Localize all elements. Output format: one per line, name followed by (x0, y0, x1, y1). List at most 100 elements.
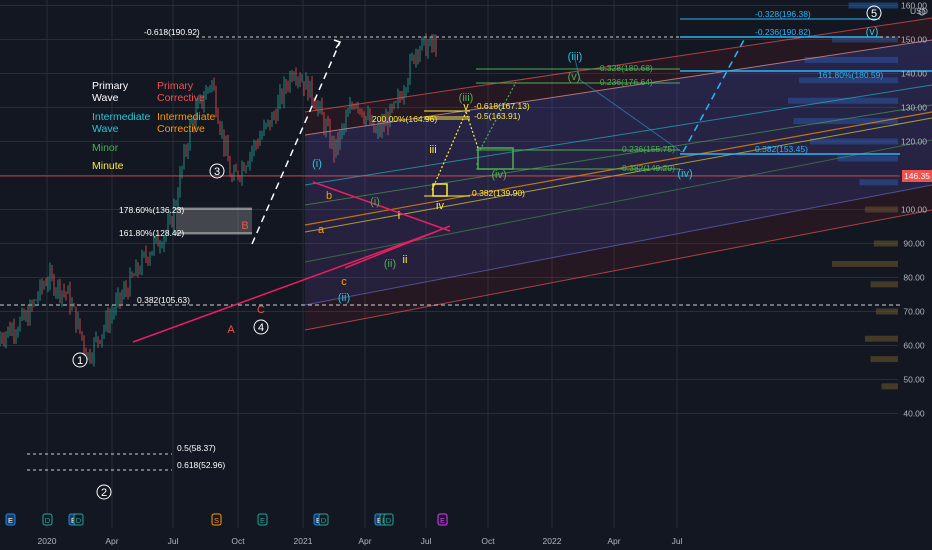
wave-label-intermediate-iii: (iii) (568, 51, 583, 63)
projection-arrows (333, 39, 342, 49)
volume-profile-bar (832, 36, 898, 43)
wave-label-primary-1: 1 (72, 352, 88, 368)
volume-profile-bar (876, 308, 898, 315)
wave-label-minute-v: v (463, 101, 469, 113)
y-tick-label: 80.00 (903, 273, 925, 283)
fib-label-minor-c: 0.236(155.75) (622, 144, 675, 154)
wave-label-minor-b: b (326, 190, 332, 202)
y-tick-label: 40.00 (903, 409, 925, 419)
wave-label-intermediate-v: (v) (866, 26, 879, 38)
volume-profile-bar (865, 206, 898, 213)
svg-text:5: 5 (871, 8, 877, 20)
fib-label-wave2-b: 0.618(52.96) (177, 460, 225, 470)
wave-label-intermediate-iv: (iv) (677, 168, 692, 180)
inner-channel-top (304, 39, 932, 136)
legend-intermediate-wave-1: Intermediate (92, 111, 151, 123)
svg-text:E: E (440, 516, 445, 525)
event-marker[interactable]: E (437, 513, 448, 526)
y-tick-label: 70.00 (903, 307, 925, 317)
fib-label-inter-a: -0.328(196.38) (755, 9, 811, 19)
event-marker[interactable]: D (383, 513, 394, 526)
wave-label-minor-iv: (iv) (491, 169, 506, 181)
outer-channel-bottom (304, 209, 932, 331)
fib-label-wave2-a: 0.5(58.37) (177, 443, 216, 453)
minute-wave-iv-target-box (432, 183, 448, 197)
wave-label-minute-ii: ii (403, 254, 408, 266)
event-markers: EDEDSEEDEEDE (5, 513, 448, 526)
inner-channel-upper (304, 84, 932, 186)
svg-text:D: D (76, 516, 82, 525)
minor-wave-iv-target-box (477, 147, 514, 170)
x-tick-label: Apr (358, 536, 371, 546)
wave-label-minute-i: i (398, 210, 400, 222)
svg-text:S: S (214, 516, 219, 525)
fib-label-minor-a: -0.328(180.68) (597, 63, 653, 73)
svg-text:1: 1 (77, 355, 83, 367)
wave-label-minor-iii: (iii) (459, 92, 474, 104)
x-tick-label: Apr (105, 536, 118, 546)
fib-label-primary-target: -0.618(190.92) (144, 27, 200, 37)
current-price-tag: 146.35 (902, 170, 932, 182)
wave-label-minor-a: a (318, 224, 325, 236)
y-tick-label: 100.00 (901, 205, 927, 215)
svg-text:2: 2 (101, 487, 107, 499)
fib-label-retrace-high: 178.60%(136.23) (119, 205, 184, 215)
svg-text:E: E (8, 516, 13, 525)
event-marker[interactable]: D (318, 513, 329, 526)
y-tick-label: 160.00 (901, 1, 927, 11)
wave-label-minute-iv: iv (436, 200, 444, 212)
fib-horizontal-lines (0, 18, 932, 471)
volume-profile-bar (832, 260, 898, 267)
fib-label-inter-b: -0.236(190.82) (755, 27, 811, 37)
svg-text:4: 4 (258, 322, 264, 334)
y-tick-label: 120.00 (901, 137, 927, 147)
time-axis[interactable]: 2020 Apr Jul Oct 2021 Apr Jul Oct 2022 Apr Jul (38, 536, 683, 546)
x-tick-label: Oct (481, 536, 495, 546)
svg-text:E: E (260, 516, 265, 525)
fib-label-minute-a: -0.618(167.13) (474, 101, 530, 111)
x-tick-label: 2020 (38, 536, 57, 546)
y-tick-label: 90.00 (903, 239, 925, 249)
y-tick-label: 150.00 (901, 35, 927, 45)
fib-label-minute-ext: 200.00%(164.96) (372, 114, 437, 124)
wave-label-minor-ii: (ii) (384, 258, 396, 270)
fib-label-inter-c: 161.80%(180.59) (818, 70, 883, 80)
y-tick-label: 50.00 (903, 375, 925, 385)
fib-label-minute-c: 0.382(139.90) (472, 188, 525, 198)
inner-channel-mid3 (304, 117, 932, 233)
x-tick-label: Jul (168, 536, 179, 546)
legend-minute: Minute (92, 160, 124, 172)
wave-label-minor-v: (v) (568, 71, 581, 83)
event-marker[interactable]: S (211, 513, 222, 526)
x-tick-label: Jul (672, 536, 683, 546)
volume-profile-bar (865, 335, 898, 342)
event-marker[interactable]: D (73, 513, 84, 526)
y-tick-label: 60.00 (903, 341, 925, 351)
event-marker[interactable]: E (5, 513, 16, 526)
wave-label-primary-B: B (241, 220, 248, 232)
legend-primary-corrective-2: Corrective (157, 92, 205, 104)
svg-text:146.35: 146.35 (904, 171, 930, 181)
wave3-retrace-box (176, 207, 252, 235)
trend-lines (132, 37, 746, 343)
settings-icon[interactable] (918, 8, 926, 16)
legend-primary-wave-2: Wave (92, 92, 119, 104)
volume-profile-bar (848, 2, 898, 9)
fib-label-support: 0.382(105.63) (137, 295, 190, 305)
volume-profile-bar (873, 240, 898, 247)
x-tick-label: Apr (607, 536, 620, 546)
event-marker[interactable]: E (257, 513, 268, 526)
wave-label-intermediate-i: (i) (312, 158, 322, 170)
wave-label-primary-3: 3 (209, 163, 225, 179)
event-marker[interactable]: D (42, 513, 53, 526)
volume-profile-bar (870, 356, 898, 363)
wave-label-primary-4: 4 (253, 319, 269, 335)
volume-profile-bar (881, 383, 898, 390)
x-tick-label: Jul (421, 536, 432, 546)
wave-label-primary-C: C (257, 304, 265, 316)
wave-label-primary-5: 5 (866, 5, 882, 21)
svg-text:3: 3 (214, 166, 220, 178)
wave-label-primary-2: 2 (96, 484, 112, 500)
fib-label-inter-d: 0.382(153.45) (755, 144, 808, 154)
